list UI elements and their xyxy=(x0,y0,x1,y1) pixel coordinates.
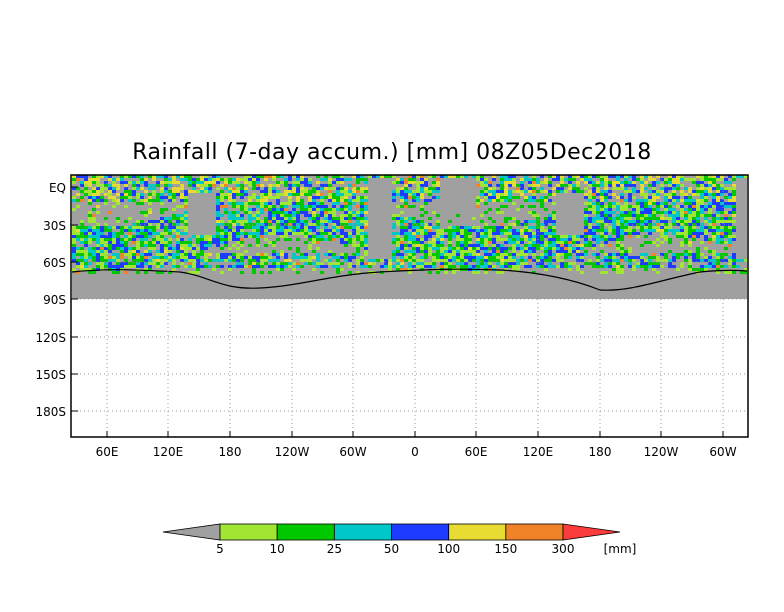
rain-cells xyxy=(72,175,747,274)
x-tick-label: 0 xyxy=(411,445,419,459)
colorbar-box xyxy=(333,523,392,541)
colorbar-under-triangle xyxy=(162,523,221,541)
y-tick-label: 120S xyxy=(35,331,66,345)
x-tick-label: 60E xyxy=(465,445,488,459)
colorbar-box xyxy=(219,523,278,541)
colorbar-over-triangle xyxy=(562,523,621,541)
colorbar-label: 300 xyxy=(552,542,575,556)
y-tick-label: 150S xyxy=(35,368,66,382)
y-tick-label: 180S xyxy=(35,405,66,419)
x-tick-label: 60W xyxy=(339,445,366,459)
colorbar-unit: [mm] xyxy=(604,542,637,556)
chart-title: Rainfall (7-day accum.) [mm] 08Z05Dec201… xyxy=(132,140,652,165)
x-tick-label: 60W xyxy=(709,445,736,459)
x-tick-label: 180 xyxy=(589,445,612,459)
colorbar-label: 10 xyxy=(270,542,285,556)
colorbar-label: 5 xyxy=(216,542,224,556)
y-tick-label: 30S xyxy=(43,219,66,233)
colorbar-box xyxy=(276,523,335,541)
grid-lines xyxy=(72,175,747,437)
colorbar-label: 100 xyxy=(437,542,460,556)
colorbar-box xyxy=(391,523,450,541)
rainfall-map xyxy=(72,175,747,299)
y-tick-label: 90S xyxy=(43,293,66,307)
x-axis: 60E 120E 180 120W 60W 0 60E 120E 180 120W 60W xyxy=(96,431,737,459)
y-axis: EQ 30S 60S 90S 120S 150S 180S xyxy=(35,181,78,419)
colorbar-label: 50 xyxy=(384,542,399,556)
x-tick-label: 120W xyxy=(275,445,310,459)
y-tick-label: EQ xyxy=(49,181,66,195)
y-tick-label: 60S xyxy=(43,256,66,270)
plot-frame xyxy=(70,174,749,438)
colorbar: 5 10 25 50 100 150 300 [mm] xyxy=(162,523,637,556)
colorbar-box xyxy=(448,523,507,541)
x-tick-label: 120W xyxy=(644,445,679,459)
x-tick-label: 60E xyxy=(96,445,119,459)
colorbar-label: 25 xyxy=(327,542,342,556)
colorbar-box xyxy=(505,523,564,541)
x-tick-label: 180 xyxy=(219,445,242,459)
colorbar-label: 150 xyxy=(494,542,517,556)
x-tick-label: 120E xyxy=(153,445,184,459)
x-tick-label: 120E xyxy=(523,445,554,459)
coastline xyxy=(72,268,747,291)
